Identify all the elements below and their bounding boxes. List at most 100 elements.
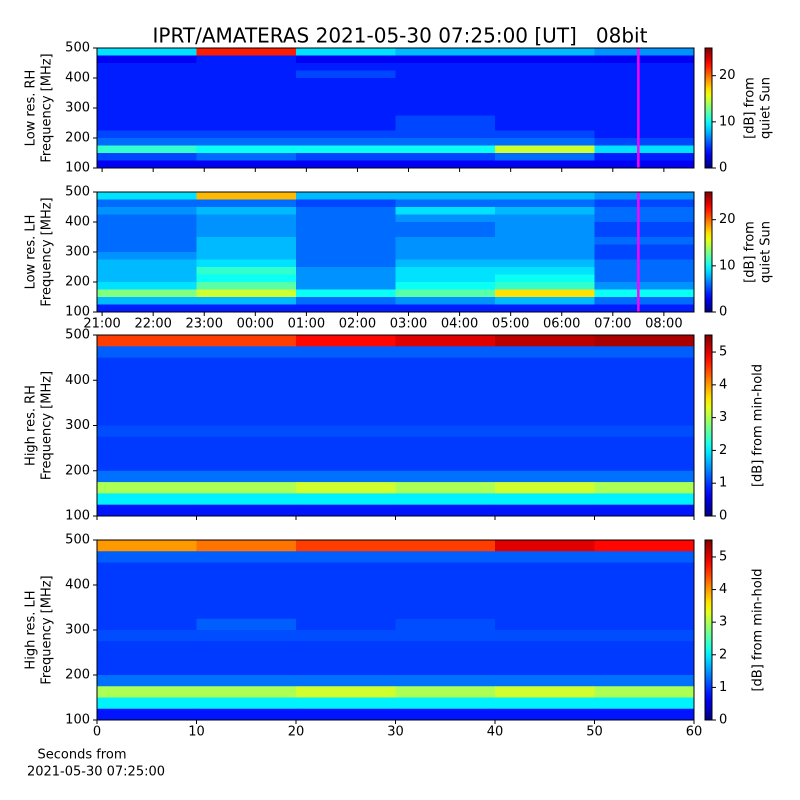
heatmap-cell	[196, 391, 297, 404]
heatmap-cell	[395, 100, 496, 109]
x-tick-label: 60	[686, 725, 703, 740]
heatmap-cell	[296, 304, 396, 313]
y-tick-label: 500	[65, 328, 90, 343]
heatmap-cell	[395, 459, 496, 472]
colorbar	[704, 539, 713, 721]
heatmap-cell	[196, 297, 297, 305]
heatmap-cell	[594, 596, 695, 608]
heatmap-cell	[196, 63, 297, 71]
y-axis-label: Low res. LH	[24, 215, 39, 290]
heatmap-cell	[296, 675, 396, 687]
heatmap-cell	[97, 448, 197, 460]
heatmap-cell	[395, 274, 496, 283]
heatmap-cell	[296, 85, 396, 94]
heatmap-cell	[395, 130, 496, 139]
heatmap-cell	[97, 675, 197, 687]
heatmap-cell	[594, 459, 695, 472]
heatmap-cell	[196, 607, 297, 620]
heatmap-cell	[495, 482, 595, 494]
heatmap-cell	[296, 100, 396, 109]
heatmap-cell	[296, 573, 396, 586]
heatmap-cell	[296, 493, 396, 506]
heatmap-cell	[97, 93, 197, 101]
heatmap-cell	[395, 108, 496, 116]
heatmap-cell	[296, 93, 396, 101]
colorbar-tick-label: 20	[719, 68, 736, 83]
heatmap-cell	[196, 108, 297, 116]
heatmap-cell	[97, 48, 197, 56]
heatmap-cell	[395, 630, 496, 642]
heatmap-cell	[196, 504, 297, 517]
heatmap-cell	[196, 93, 297, 101]
heatmap-cell	[97, 335, 197, 347]
colorbar-tick-label: 20	[719, 212, 736, 227]
heatmap-cell	[495, 618, 595, 631]
heatmap-cell	[495, 540, 595, 552]
heatmap-cell	[395, 222, 496, 230]
colorbar-tick-label: 2	[719, 443, 727, 458]
heatmap-cell	[495, 470, 595, 483]
heatmap-cell	[395, 160, 496, 169]
x-tick-label: 02:00	[339, 317, 376, 332]
heatmap-cell	[395, 346, 496, 359]
heatmap-cell	[395, 573, 496, 586]
heatmap-cell	[97, 130, 197, 139]
heatmap-cell	[395, 153, 496, 161]
heatmap-cell	[97, 482, 197, 494]
heatmap-cell	[495, 145, 595, 154]
heatmap-cell	[296, 244, 396, 253]
heatmap-cell	[495, 115, 595, 124]
x-tick-label: 01:00	[288, 317, 325, 332]
heatmap-cell	[594, 697, 695, 710]
heatmap-cell	[495, 259, 595, 268]
heatmap-cell	[97, 70, 197, 79]
heatmap-cell	[594, 138, 695, 146]
y-tick-label: 500	[65, 533, 90, 548]
heatmap-cell	[296, 607, 396, 620]
heatmap-cell	[594, 585, 695, 597]
heatmap-cell	[594, 48, 695, 56]
heatmap-cell	[594, 335, 695, 347]
heatmap-cell	[495, 641, 595, 653]
heatmap-cell	[495, 630, 595, 642]
heatmap-cell	[196, 414, 297, 426]
heatmap-cell	[395, 78, 496, 86]
heatmap-cell	[395, 368, 496, 381]
heatmap-cell	[495, 282, 595, 290]
heatmap-cell	[97, 551, 197, 563]
heatmap-cell	[495, 192, 595, 200]
heatmap-cell	[97, 160, 197, 169]
heatmap-cell	[594, 675, 695, 687]
heatmap-cell	[196, 237, 297, 245]
heatmap-cell	[97, 573, 197, 586]
colorbar-tick-label: 0	[719, 161, 727, 176]
heatmap-cell	[495, 402, 595, 415]
heatmap-cell	[395, 115, 496, 124]
colorbar-label: [dB] from min-hold	[751, 364, 766, 487]
heatmap-cell	[97, 562, 197, 575]
heatmap-cell	[296, 199, 396, 208]
heatmap-cell	[196, 697, 297, 710]
heatmap-cell	[296, 115, 396, 124]
heatmap-cell	[495, 562, 595, 575]
y-tick-label: 400	[65, 578, 90, 593]
heatmap-cell	[296, 207, 396, 215]
heatmap-cell	[495, 267, 595, 275]
heatmap-cell	[395, 425, 496, 438]
heatmap-cell	[395, 304, 496, 313]
heatmap-cell	[395, 380, 496, 393]
heatmap-cell	[495, 48, 595, 56]
heatmap-cell	[395, 63, 496, 71]
heatmap-cell	[594, 63, 695, 71]
x-axis-label: Seconds from	[37, 748, 126, 763]
colorbar-tick-label: 4	[719, 582, 727, 597]
heatmap-cell	[395, 540, 496, 552]
y-tick-label: 500	[65, 41, 90, 56]
heatmap-cell	[296, 368, 396, 381]
heatmap-cell	[296, 267, 396, 275]
colorbar-label: quiet Sun	[759, 221, 774, 283]
heatmap-cell	[395, 470, 496, 483]
heatmap-cell	[196, 289, 297, 298]
heatmap-cell	[296, 78, 396, 86]
heatmap-cell	[495, 357, 595, 370]
